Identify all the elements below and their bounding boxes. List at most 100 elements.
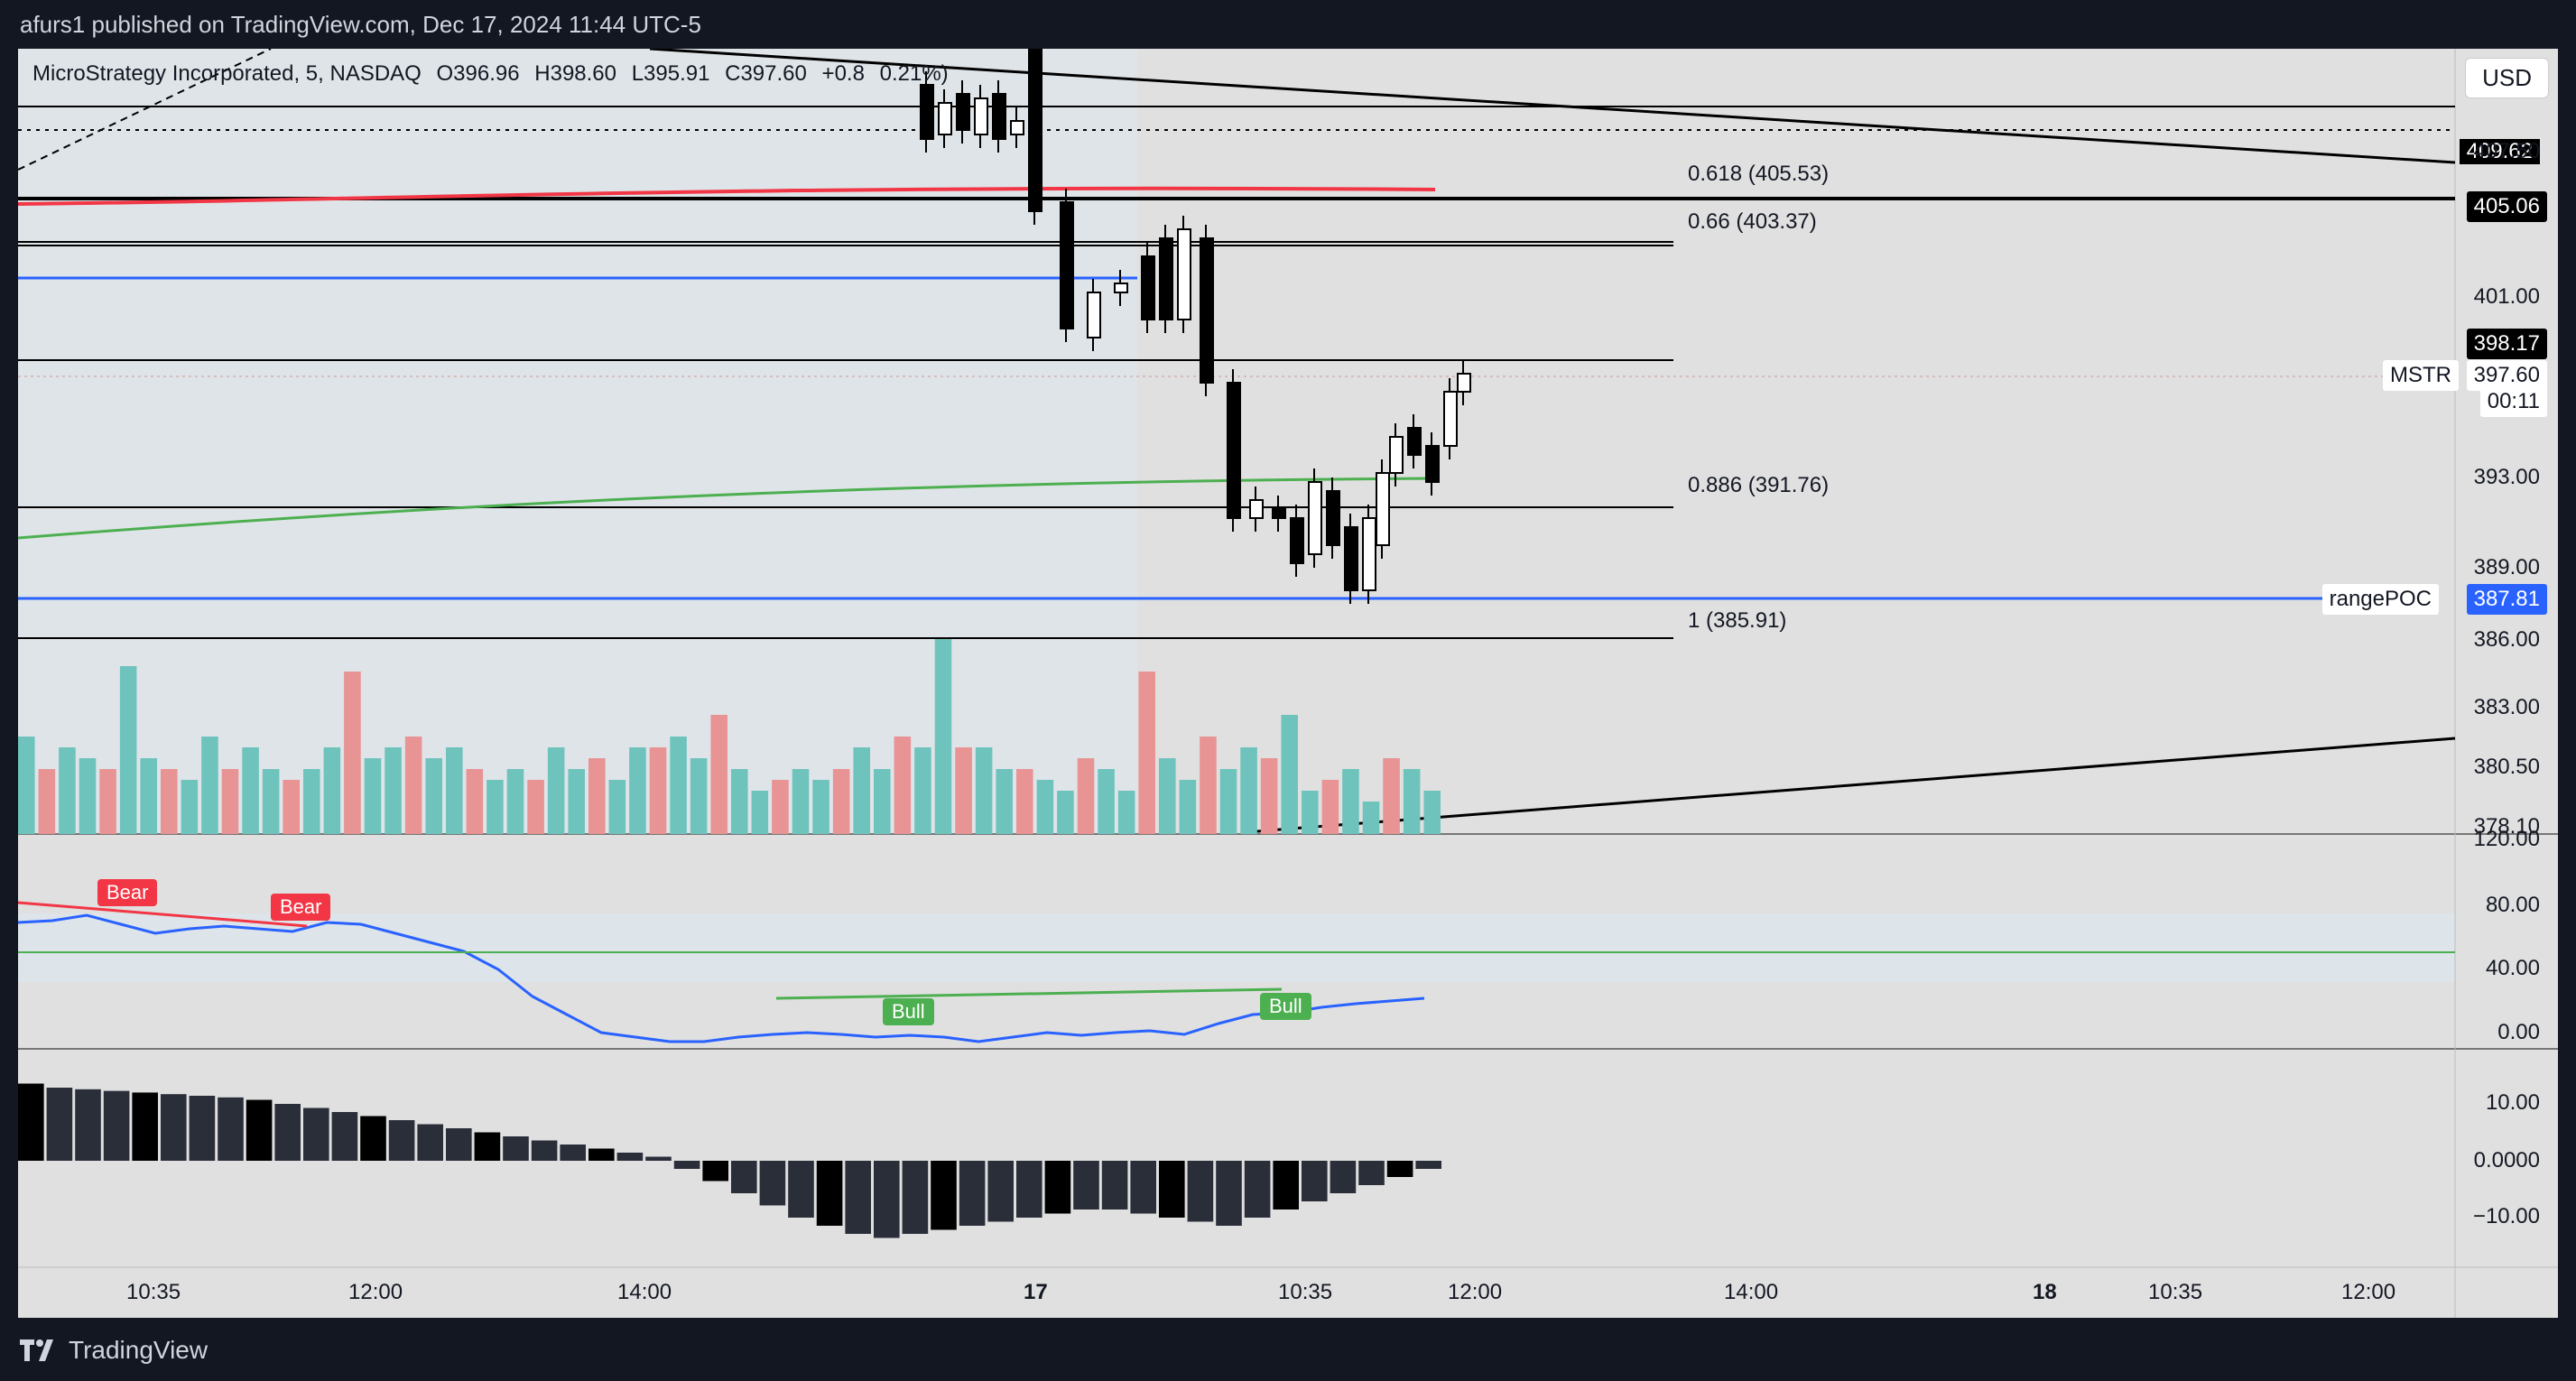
- trendline-up: [1245, 737, 2456, 834]
- volume-bar-52: [1077, 758, 1095, 834]
- macd-bar-41: [1187, 1161, 1214, 1222]
- macd-bar-23: [673, 1161, 700, 1169]
- candle-body-21: [1362, 517, 1376, 591]
- price-tag-405: 405.06: [2466, 191, 2547, 222]
- macd-bar-6: [189, 1096, 216, 1161]
- volume-bar-14: [303, 769, 320, 834]
- candle-body-19: [1326, 490, 1340, 546]
- ema-green-line: [18, 477, 1436, 540]
- candle-body-12: [1177, 228, 1191, 320]
- volume-bar-59: [1219, 769, 1237, 834]
- volume-bar-16: [344, 672, 361, 834]
- macd-bar-13: [388, 1120, 415, 1161]
- volume-bar-11: [242, 747, 259, 834]
- macd-bar-25: [731, 1161, 757, 1193]
- macd-bar-17: [503, 1136, 529, 1161]
- candle-body-10: [1141, 255, 1155, 320]
- rsi-bull-divergence: [775, 987, 1283, 1000]
- time-label-10: 12:00: [2341, 1280, 2396, 1304]
- volume-bar-5: [119, 666, 137, 834]
- volume-bar-4: [99, 769, 116, 834]
- price-label-6: 383.00: [2473, 695, 2540, 719]
- macd-axis-10: 10.00: [2485, 1090, 2540, 1115]
- macd-bar-18: [531, 1140, 558, 1161]
- ohlc-open: O396.96: [436, 61, 520, 86]
- volume-bar-48: [996, 769, 1013, 834]
- candle-body-27: [1457, 373, 1471, 393]
- volume-bar-24: [506, 769, 524, 834]
- price-label-2: 401.00: [2473, 284, 2540, 309]
- volume-bar-54: [1117, 791, 1135, 834]
- macd-bar-48: [1386, 1161, 1413, 1177]
- macd-bar-29: [845, 1161, 871, 1234]
- candle-body-17: [1290, 517, 1304, 564]
- volume-bar-18: [385, 747, 402, 834]
- macd-bar-36: [1044, 1161, 1071, 1214]
- volume-bar-2: [59, 747, 76, 834]
- symbol-name[interactable]: MicroStrategy Incorporated, 5, NASDAQ: [32, 61, 422, 86]
- rsi-bear-divergence: [18, 901, 308, 928]
- volume-bar-22: [466, 769, 484, 834]
- macd-bar-16: [474, 1132, 501, 1161]
- time-label-7: 14:00: [1724, 1280, 1779, 1304]
- volume-bar-19: [404, 737, 422, 834]
- volume-bar-55: [1138, 672, 1155, 834]
- candle-body-2: [956, 93, 970, 131]
- candle-body-20: [1344, 526, 1358, 591]
- volume-bar-31: [649, 747, 667, 834]
- fib-label-886: 0.886 (391.76): [1688, 473, 1830, 497]
- rsi-axis-120: 120.00: [2473, 827, 2540, 851]
- rsi-band: [18, 913, 2455, 982]
- chart-canvas[interactable]: [18, 49, 2558, 1318]
- price-label-3: 393.00: [2473, 465, 2540, 489]
- price-label-1: 407.50: [2473, 139, 2540, 163]
- macd-bar-9: [274, 1104, 301, 1161]
- candle-body-9: [1114, 283, 1128, 293]
- publish-info: afurs1 published on TradingView.com, Dec…: [20, 11, 701, 38]
- currency-button[interactable]: USD: [2465, 58, 2549, 98]
- symbol-legend[interactable]: MicroStrategy Incorporated, 5, NASDAQ O3…: [32, 61, 958, 87]
- macd-bar-28: [816, 1161, 843, 1226]
- tradingview-logo[interactable]: TradingView: [20, 1336, 208, 1365]
- volume-bar-23: [486, 780, 504, 834]
- candle-body-15: [1249, 499, 1264, 519]
- macd-bar-22: [645, 1156, 672, 1161]
- candle-body-6: [1028, 49, 1042, 212]
- volume-bar-67: [1383, 758, 1400, 834]
- candle-body-5: [1010, 120, 1024, 135]
- volume-bar-45: [934, 639, 952, 834]
- macd-bar-27: [788, 1161, 814, 1218]
- volume-bar-51: [1057, 791, 1074, 834]
- volume-bar-35: [731, 769, 748, 834]
- rsi-axis-0: 0.00: [2497, 1020, 2540, 1044]
- last-price-tag: 397.60: [2466, 360, 2547, 391]
- volume-bar-61: [1260, 758, 1278, 834]
- time-label-8: 18: [2033, 1280, 2057, 1304]
- poc-value-tag: 387.81: [2466, 584, 2547, 615]
- trendline-down: [649, 49, 2456, 164]
- symbol-tag: MSTR: [2383, 360, 2459, 391]
- macd-bar-12: [360, 1116, 386, 1161]
- volume-bar-21: [446, 747, 463, 834]
- macd-bar-42: [1216, 1161, 1242, 1226]
- chart-frame[interactable]: MicroStrategy Incorporated, 5, NASDAQ O3…: [18, 49, 2558, 1318]
- macd-bar-1: [46, 1088, 73, 1161]
- macd-bar-0: [18, 1083, 44, 1161]
- candle-body-7: [1060, 201, 1074, 329]
- volume-bar-1: [38, 769, 56, 834]
- volume-bar-34: [710, 715, 727, 834]
- candle-body-0: [920, 84, 934, 140]
- volume-bar-28: [588, 758, 606, 834]
- candle-body-8: [1087, 292, 1101, 338]
- rsi-axis-80: 80.00: [2485, 893, 2540, 917]
- volume-bar-0: [18, 737, 35, 834]
- volume-bar-64: [1321, 780, 1339, 834]
- ohlc-low: L395.91: [631, 61, 710, 86]
- macd-bar-44: [1273, 1161, 1299, 1210]
- volume-bar-33: [690, 758, 708, 834]
- rsi-signal-bull-1: Bull: [883, 998, 934, 1025]
- macd-bar-39: [1130, 1161, 1156, 1214]
- macd-bar-24: [702, 1161, 728, 1182]
- volume-bar-8: [181, 780, 199, 834]
- time-label-5: 10:35: [1278, 1280, 1333, 1304]
